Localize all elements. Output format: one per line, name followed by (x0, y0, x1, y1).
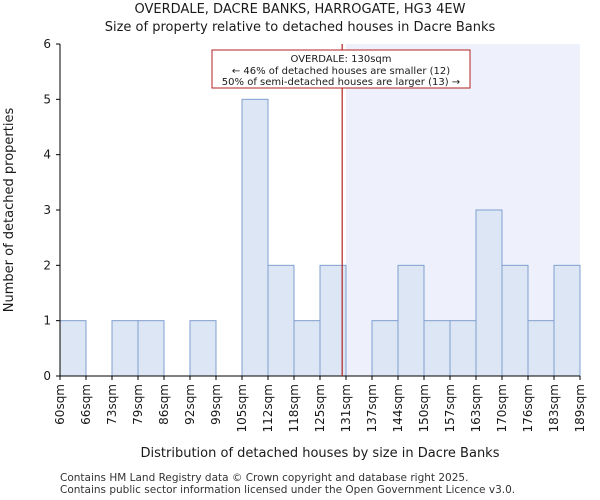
x-tick-label-170sqm: 170sqm (495, 384, 509, 432)
bar-112sqm (267, 264, 295, 377)
bar-60sqm (59, 320, 87, 377)
bar-105sqm (241, 98, 269, 377)
y-axis-label: Number of detached properties (2, 108, 17, 313)
x-tick-label-118sqm: 118sqm (287, 384, 301, 432)
bar-170sqm (501, 264, 529, 377)
y-tick-label-6: 6 (43, 37, 51, 51)
x-tick-label-189sqm: 189sqm (573, 384, 587, 432)
x-tick-label-92sqm: 92sqm (183, 384, 197, 425)
x-tick-label-163sqm: 163sqm (469, 384, 483, 432)
y-tick-label-1: 1 (43, 314, 51, 328)
bar-118sqm (293, 320, 321, 377)
y-tick-label-5: 5 (43, 92, 51, 106)
x-tick-label-66sqm: 66sqm (79, 384, 93, 425)
bar-79sqm (137, 320, 165, 377)
bar-183sqm (553, 264, 581, 377)
x-tick-label-86sqm: 86sqm (157, 384, 171, 425)
footer-line-1: Contains HM Land Registry data © Crown c… (60, 472, 469, 484)
x-tick-label-183sqm: 183sqm (547, 384, 561, 432)
x-tick-label-105sqm: 105sqm (235, 384, 249, 432)
annotation-line-2: ← 46% of detached houses are smaller (12… (232, 66, 450, 77)
x-tick-label-60sqm: 60sqm (53, 384, 67, 425)
bar-163sqm (475, 209, 503, 377)
bar-137sqm (371, 320, 399, 377)
x-tick-label-125sqm: 125sqm (313, 384, 327, 432)
annotation-box (211, 49, 471, 89)
x-tick-label-176sqm: 176sqm (521, 384, 535, 432)
y-tick-label-2: 2 (43, 258, 51, 272)
bar-92sqm (189, 320, 217, 377)
y-tick-label-0: 0 (43, 369, 51, 383)
bar-150sqm (423, 320, 451, 377)
y-tick-label-4: 4 (43, 148, 51, 162)
bar-176sqm (527, 320, 555, 377)
chart-title: OVERDALE, DACRE BANKS, HARROGATE, HG3 4E… (134, 2, 466, 17)
x-tick-label-144sqm: 144sqm (391, 384, 405, 432)
x-tick-label-150sqm: 150sqm (417, 384, 431, 432)
x-tick-label-112sqm: 112sqm (261, 384, 275, 432)
bar-73sqm (111, 320, 139, 377)
x-tick-label-137sqm: 137sqm (365, 384, 379, 432)
bar-157sqm (449, 320, 477, 377)
y-tick-label-3: 3 (43, 203, 51, 217)
x-tick-label-157sqm: 157sqm (443, 384, 457, 432)
bar-144sqm (397, 264, 425, 377)
x-axis-label: Distribution of detached houses by size … (141, 446, 500, 461)
annotation-line-1: OVERDALE: 130sqm (291, 54, 392, 65)
footer-line-2: Contains public sector information licen… (60, 484, 516, 496)
x-tick-label-73sqm: 73sqm (105, 384, 119, 425)
annotation-line-3: 50% of semi-detached houses are larger (… (222, 77, 460, 88)
x-tick-label-131sqm: 131sqm (339, 384, 353, 432)
x-tick-label-79sqm: 79sqm (131, 384, 145, 425)
chart-subtitle: Size of property relative to detached ho… (104, 20, 496, 35)
x-tick-label-99sqm: 99sqm (209, 384, 223, 425)
